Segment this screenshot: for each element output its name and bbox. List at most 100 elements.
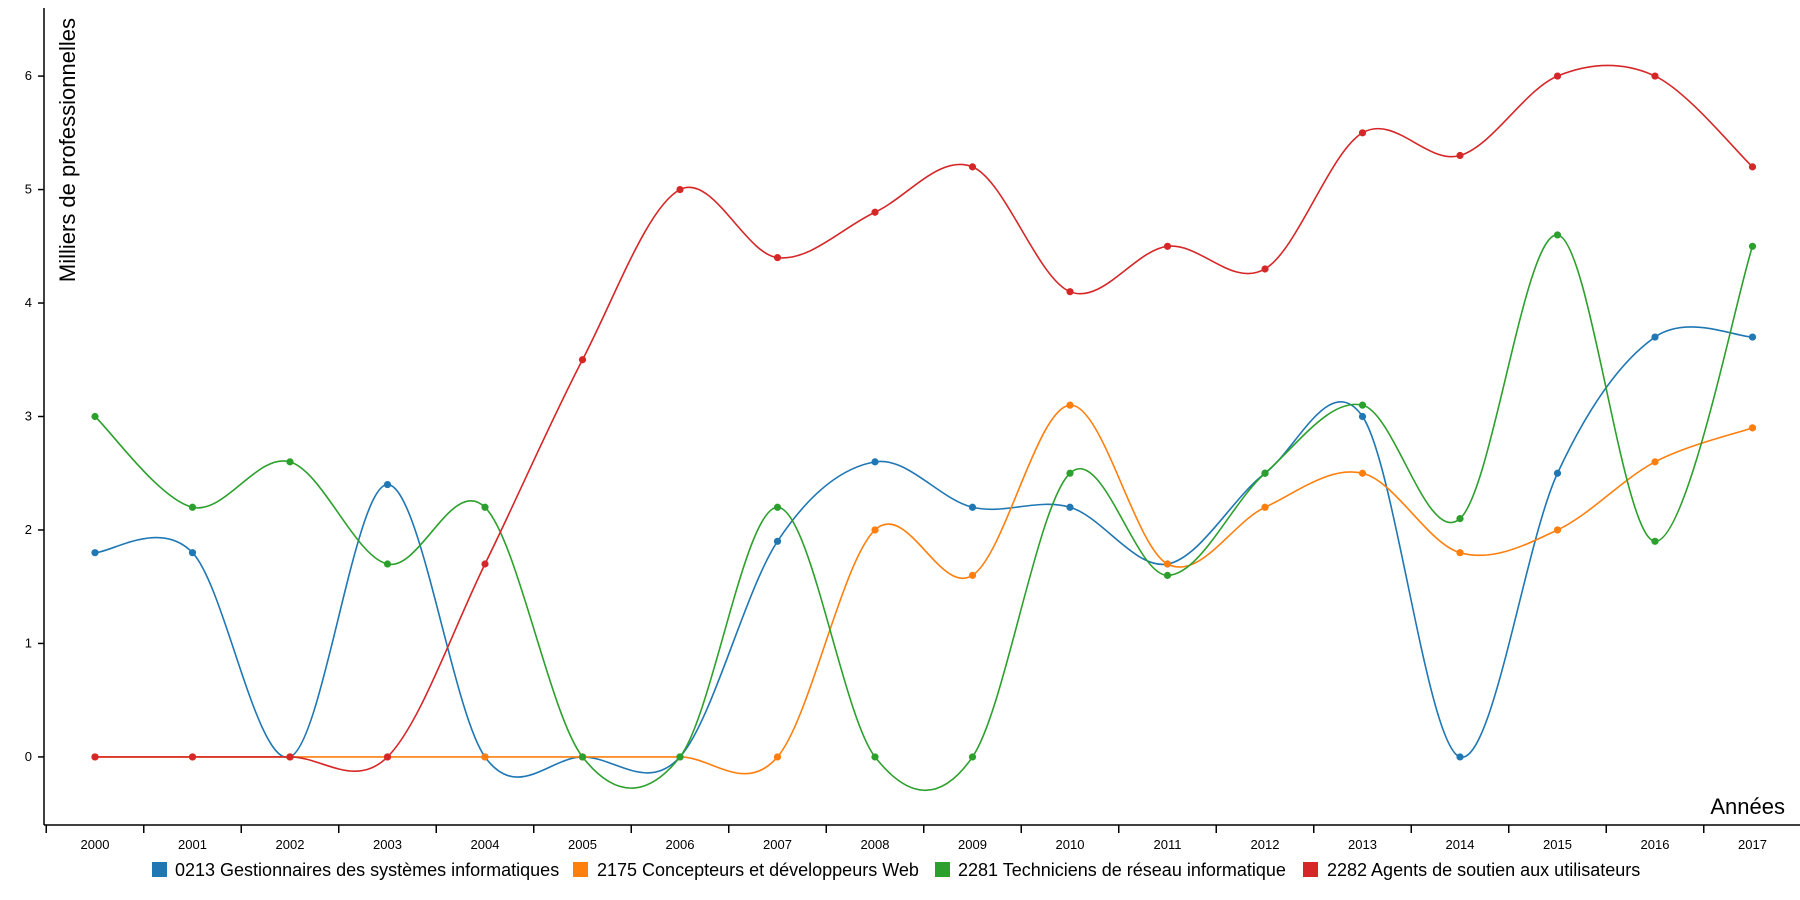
data-point-3-2000: [91, 753, 99, 761]
data-point-1-2015: [1553, 526, 1562, 534]
data-point-0-2008: [871, 458, 879, 466]
data-point-1-2014: [1456, 549, 1464, 557]
data-point-1-2009: [968, 571, 977, 579]
data-point-3-2003: [383, 753, 392, 761]
data-point-0-2000: [91, 549, 99, 557]
data-point-3-2013: [1358, 129, 1367, 137]
data-point-3-2017: [1748, 163, 1757, 171]
legend-label-1: 2175 Concepteurs et développeurs Web: [597, 860, 919, 880]
data-point-0-2013: [1358, 412, 1367, 421]
series-points: [91, 72, 1757, 761]
data-point-1-2010: [1066, 401, 1074, 409]
data-point-2-2003: [383, 560, 392, 568]
x-axis-title: Années: [1710, 794, 1785, 819]
data-point-0-2017: [1748, 333, 1757, 341]
data-point-2-2008: [871, 753, 879, 761]
y-tick-label: 4: [25, 295, 32, 310]
data-point-2-2010: [1066, 469, 1074, 477]
legend-swatch-0: [152, 862, 167, 877]
y-axis-title: Milliers de professionnelles: [55, 18, 80, 282]
x-tick-label: 2011: [1154, 837, 1182, 852]
data-point-2-2017: [1748, 242, 1757, 250]
x-tick-label: 2009: [958, 837, 987, 852]
data-point-1-2012: [1261, 503, 1269, 511]
data-point-0-2001: [188, 549, 197, 557]
legend: 0213 Gestionnaires des systèmes informat…: [152, 860, 1640, 880]
x-tick-label: 2008: [861, 837, 890, 852]
data-point-2-2009: [968, 753, 977, 761]
y-tick-label: 3: [25, 409, 32, 424]
data-point-0-2009: [968, 503, 977, 511]
data-point-3-2011: [1163, 242, 1172, 250]
legend-swatch-2: [935, 862, 950, 877]
x-tick-label: 2007: [763, 837, 792, 852]
data-point-1-2004: [481, 753, 489, 761]
y-tick-label: 1: [25, 635, 32, 650]
data-point-3-2005: [578, 356, 587, 364]
x-tick-label: 2015: [1543, 837, 1572, 852]
x-tick-label: 2017: [1738, 837, 1767, 852]
data-point-1-2007: [773, 753, 782, 761]
data-point-3-2009: [968, 163, 977, 171]
data-point-2-2014: [1456, 515, 1464, 523]
legend-label-3: 2282 Agents de soutien aux utilisateurs: [1327, 860, 1640, 880]
data-point-2-2015: [1553, 231, 1562, 239]
x-tick-label: 2003: [373, 837, 402, 852]
x-tick-label: 2010: [1056, 837, 1085, 852]
data-point-3-2004: [481, 560, 489, 568]
data-point-3-2014: [1456, 151, 1464, 160]
x-tick-label: 2002: [276, 837, 305, 852]
data-point-0-2003: [383, 480, 392, 489]
data-point-3-2010: [1066, 288, 1074, 296]
data-point-0-2010: [1066, 503, 1074, 511]
data-point-1-2008: [871, 526, 879, 534]
data-point-1-2016: [1651, 458, 1659, 466]
legend-swatch-1: [573, 862, 588, 877]
data-point-0-2007: [773, 537, 782, 545]
data-point-3-2012: [1261, 265, 1269, 273]
data-point-3-2015: [1553, 72, 1562, 80]
data-point-2-2004: [481, 503, 489, 511]
y-tick-label: 0: [25, 749, 32, 764]
x-tick-label: 2000: [81, 837, 110, 852]
data-point-2-2011: [1163, 571, 1172, 579]
series-line-2: [94, 234, 1754, 792]
data-point-0-2016: [1651, 333, 1659, 341]
y-tick-label: 6: [25, 68, 32, 83]
y-axis: 0 1 2 3 4 5 6: [25, 8, 45, 825]
data-point-1-2013: [1358, 469, 1367, 477]
data-point-2-2005: [578, 753, 587, 761]
data-point-3-2006: [676, 185, 684, 194]
data-point-3-2002: [286, 753, 294, 761]
x-tick-label: 2013: [1348, 837, 1377, 852]
data-point-0-2015: [1553, 469, 1562, 477]
series-lines: [94, 64, 1754, 792]
data-point-2-2001: [188, 503, 197, 511]
x-axis: 2000 2001 2002 2003 2004 2005 2006 2007 2008 2009…: [44, 824, 1800, 852]
y-tick-label: 5: [25, 182, 32, 197]
series-line-1: [94, 404, 1753, 775]
data-point-1-2017: [1748, 424, 1757, 432]
data-point-3-2007: [773, 254, 782, 262]
x-tick-label: 2016: [1641, 837, 1670, 852]
data-point-1-2011: [1163, 560, 1172, 568]
data-point-2-2016: [1651, 537, 1659, 545]
data-point-2-2012: [1261, 469, 1269, 477]
legend-label-2: 2281 Techniciens de réseau informatique: [958, 860, 1286, 880]
x-tick-label: 2005: [568, 837, 597, 852]
x-tick-label: 2014: [1446, 837, 1475, 852]
x-tick-label: 2006: [666, 837, 695, 852]
data-point-0-2014: [1456, 753, 1464, 761]
data-point-3-2008: [871, 208, 879, 216]
data-point-2-2013: [1358, 401, 1367, 409]
legend-label-0: 0213 Gestionnaires des systèmes informat…: [175, 860, 559, 880]
x-tick-label: 2012: [1251, 837, 1280, 852]
data-point-2-2000: [91, 412, 99, 421]
y-tick-label: 2: [25, 522, 32, 537]
data-point-3-2001: [188, 753, 197, 761]
data-point-3-2016: [1651, 72, 1659, 80]
data-point-2-2007: [773, 503, 782, 511]
series-line-0: [94, 326, 1753, 778]
